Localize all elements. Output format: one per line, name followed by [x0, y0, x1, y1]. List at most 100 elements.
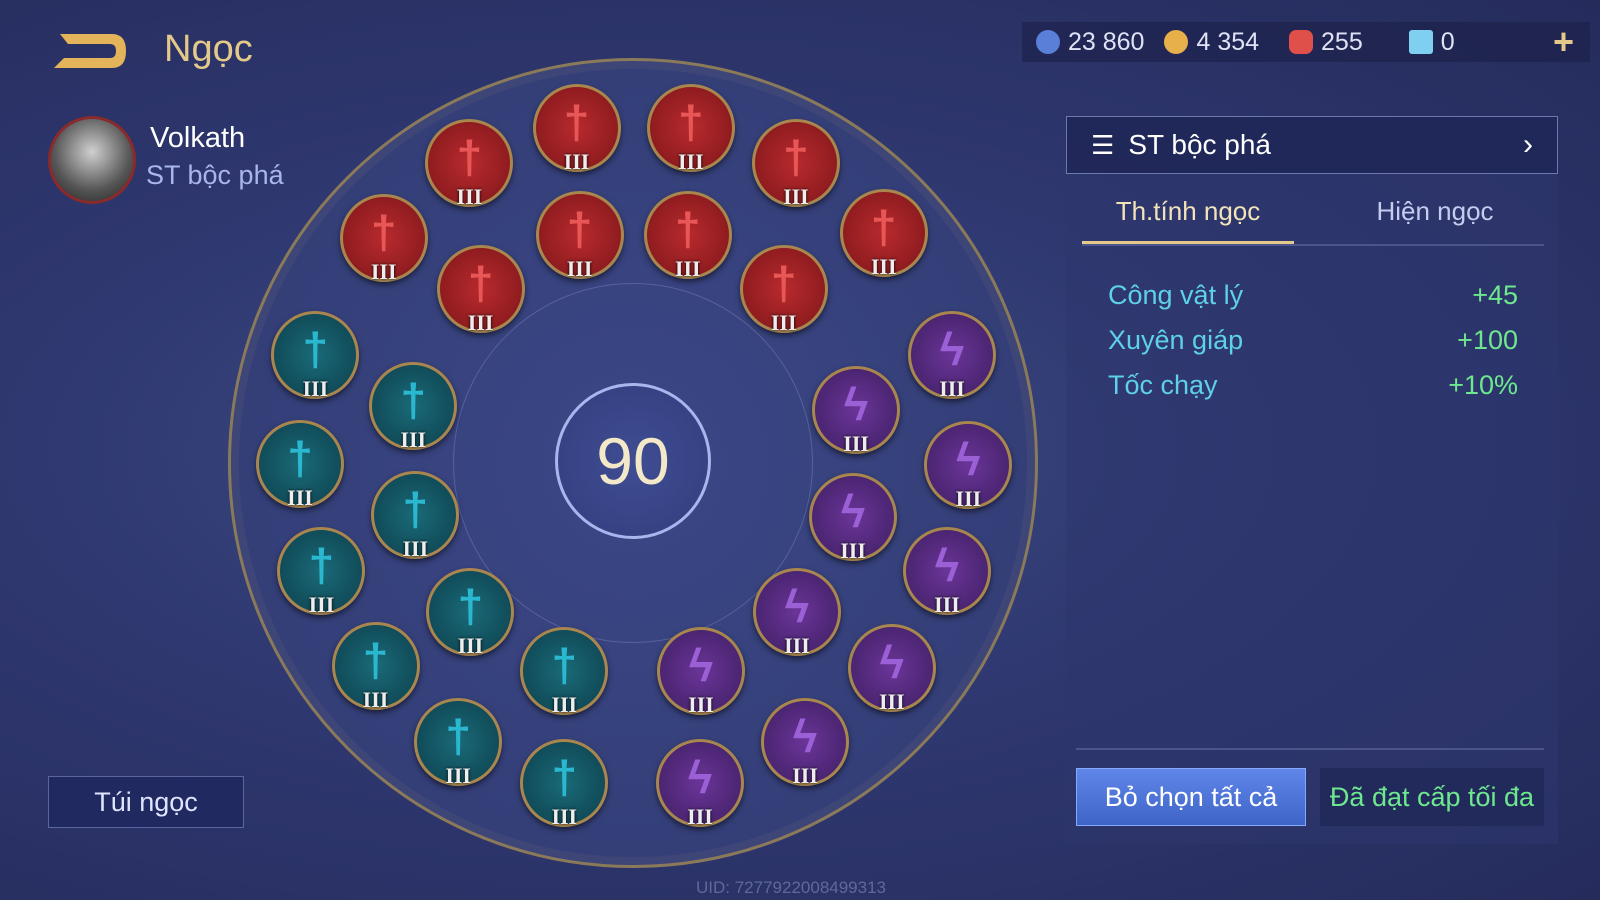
- gem-level-label: III: [939, 376, 965, 402]
- move-speed-gem-slot[interactable]: ϟ III: [902, 527, 991, 617]
- sword-icon: †: [870, 200, 897, 253]
- gem-level-label: III: [563, 148, 590, 174]
- uid-label: UID: 7277922008499313: [696, 878, 886, 897]
- move-speed-gem-slot[interactable]: ϟ III: [761, 697, 850, 788]
- lightning-icon: ϟ: [843, 378, 869, 431]
- gem-bag-button[interactable]: Túi ngọc: [48, 776, 244, 828]
- move-speed-gem-slot[interactable]: ϟ III: [656, 738, 744, 829]
- sword-icon: †: [467, 256, 494, 309]
- sword-icon: †: [457, 580, 484, 633]
- armor-pen-gem-slot[interactable]: † III: [331, 622, 420, 712]
- gem-level-label: III: [955, 486, 982, 512]
- armor-pen-gem-slot[interactable]: † III: [371, 471, 460, 562]
- lightning-icon: ϟ: [688, 639, 714, 692]
- physical-attack-gem-slot[interactable]: † III: [339, 193, 428, 284]
- sword-icon: †: [402, 483, 429, 536]
- gem-level-label: III: [551, 692, 578, 718]
- move-speed-gem-slot[interactable]: ϟ III: [752, 568, 841, 659]
- armor-pen-gem-slot[interactable]: † III: [277, 527, 366, 618]
- add-resource-button[interactable]: +: [1552, 21, 1574, 62]
- physical-attack-gem-slot[interactable]: † III: [535, 190, 624, 281]
- gem-level-label: III: [551, 803, 578, 829]
- divider: [1076, 748, 1544, 750]
- armor-pen-gem-slot[interactable]: † III: [271, 311, 360, 402]
- gem-level-label: III: [783, 184, 809, 210]
- sword-icon: †: [674, 202, 701, 255]
- lightning-icon: ϟ: [784, 580, 810, 633]
- gem-level-label: III: [878, 689, 905, 715]
- sword-icon: †: [445, 709, 471, 762]
- armor-pen-gem-slot[interactable]: † III: [369, 362, 458, 453]
- lightning-icon: ϟ: [687, 750, 713, 803]
- blue-coin-icon: [1036, 30, 1060, 54]
- gem-level-label: III: [302, 376, 329, 402]
- sword-icon: †: [770, 256, 797, 309]
- set-title: ST bộc phá: [1128, 129, 1272, 160]
- gem-level-label: III: [674, 255, 701, 281]
- resource-gold-coin: 4 354: [1164, 28, 1259, 57]
- tab-gem-stats[interactable]: Th.tính ngọc: [1082, 196, 1294, 244]
- gem-level-label: III: [467, 309, 494, 335]
- physical-attack-gem-slot[interactable]: † III: [436, 244, 525, 335]
- gem-level-label: III: [870, 253, 897, 279]
- gem-level-label: III: [457, 633, 484, 659]
- move-speed-gem-slot[interactable]: ϟ III: [908, 311, 997, 402]
- physical-attack-gem-slot[interactable]: † III: [643, 190, 732, 281]
- sword-icon: †: [551, 639, 578, 692]
- armor-pen-gem-slot[interactable]: † III: [426, 568, 515, 659]
- gem-level-label: III: [445, 762, 471, 788]
- armor-pen-gem-slot[interactable]: † III: [520, 627, 609, 718]
- gem-level-label: III: [400, 427, 427, 453]
- gold-coin-icon: [1164, 30, 1189, 54]
- gem-level-label: III: [456, 184, 483, 210]
- tab-show-gems[interactable]: Hiện ngọc: [1376, 196, 1494, 226]
- gem-level-label: III: [287, 485, 313, 511]
- page-title: Ngọc: [164, 28, 253, 70]
- lightning-icon: ϟ: [840, 485, 866, 538]
- sword-icon: †: [563, 95, 590, 148]
- sword-icon: †: [678, 95, 704, 148]
- physical-attack-gem-slot[interactable]: † III: [425, 119, 514, 210]
- blue-card-icon: [1408, 30, 1433, 54]
- sword-icon: †: [551, 750, 578, 803]
- gem-level-label: III: [370, 258, 397, 284]
- gem-level-label: III: [677, 148, 704, 174]
- gem-level-label: III: [843, 431, 869, 457]
- move-speed-gem-slot[interactable]: ϟ III: [657, 627, 746, 717]
- move-speed-gem-slot[interactable]: ϟ III: [847, 624, 936, 715]
- list-icon: ☰: [1091, 129, 1115, 160]
- physical-attack-gem-slot[interactable]: † III: [739, 244, 828, 335]
- sword-icon: †: [308, 539, 335, 592]
- lightning-icon: ϟ: [939, 323, 965, 376]
- chevron-right-icon: ›: [1523, 128, 1533, 161]
- lightning-icon: ϟ: [934, 539, 960, 592]
- set-selector[interactable]: ☰ ST bộc phá ›: [1066, 116, 1558, 174]
- physical-attack-gem-slot[interactable]: † III: [532, 83, 621, 174]
- back-arrow-icon[interactable]: [50, 28, 130, 74]
- avatar[interactable]: [48, 116, 136, 204]
- stat-row: Xuyên giáp +100: [1108, 325, 1518, 355]
- gem-level-total: 90: [555, 383, 711, 539]
- deselect-all-button[interactable]: Bỏ chọn tất cả: [1076, 768, 1306, 826]
- armor-pen-gem-slot[interactable]: † III: [256, 420, 344, 511]
- gem-level-label: III: [770, 309, 797, 335]
- sword-icon: †: [566, 202, 593, 255]
- gem-level-label: III: [784, 633, 810, 659]
- gem-level-label: III: [687, 803, 713, 829]
- hero-set-name: ST bộc phá: [146, 160, 284, 190]
- sword-icon: †: [783, 131, 809, 184]
- armor-pen-gem-slot[interactable]: † III: [414, 697, 503, 788]
- armor-pen-gem-slot[interactable]: † III: [520, 738, 609, 829]
- tab-divider: [1082, 244, 1544, 246]
- gem-level-label: III: [308, 592, 335, 618]
- move-speed-gem-slot[interactable]: ϟ III: [812, 366, 901, 457]
- physical-attack-gem-slot[interactable]: † III: [646, 83, 735, 174]
- move-speed-gem-slot[interactable]: ϟ III: [924, 421, 1013, 512]
- gem-level-label: III: [402, 536, 429, 562]
- resource-blue-card: 0: [1408, 28, 1455, 57]
- physical-attack-gem-slot[interactable]: † III: [839, 188, 928, 279]
- physical-attack-gem-slot[interactable]: † III: [751, 119, 840, 210]
- gem-level-label: III: [840, 538, 866, 564]
- move-speed-gem-slot[interactable]: ϟ III: [809, 473, 898, 564]
- lightning-icon: ϟ: [792, 709, 818, 762]
